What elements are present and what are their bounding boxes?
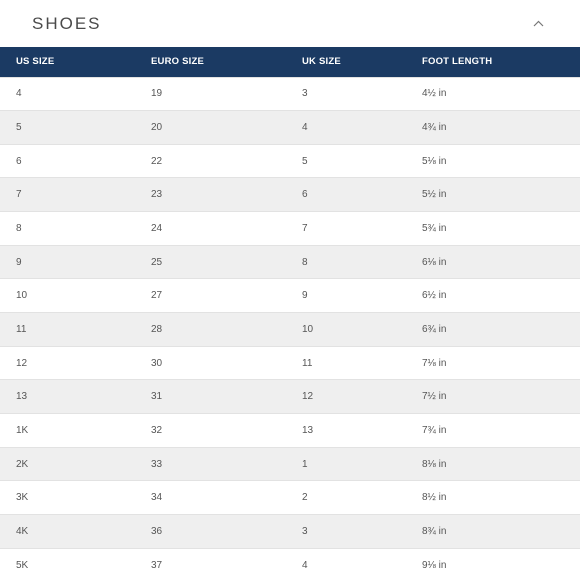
column-header-us-size: US SIZE: [16, 56, 55, 68]
euro-size-cell: 19: [151, 76, 302, 111]
us-size-cell: 6: [0, 143, 151, 178]
table-row: 8 24 7 5¾ in: [0, 211, 580, 246]
chevron-up-icon[interactable]: [531, 17, 545, 31]
uk-size-cell: 4: [302, 547, 422, 580]
uk-size-cell: 3: [302, 76, 422, 111]
table-row: 11 28 10 6¾ in: [0, 312, 580, 347]
euro-size-cell: 23: [151, 177, 302, 212]
table-row: 13 31 12 7½ in: [0, 379, 580, 414]
foot-length-cell: 5⅛ in: [422, 143, 580, 178]
foot-length-cell: 7¾ in: [422, 413, 580, 448]
euro-size-cell: 34: [151, 480, 302, 515]
table-row: 12 30 11 7⅛ in: [0, 345, 580, 380]
foot-length-cell: 8½ in: [422, 480, 580, 515]
us-size-cell: 5: [0, 110, 151, 145]
table-row: 4K 36 3 8¾ in: [0, 514, 580, 549]
foot-length-cell: 5¾ in: [422, 211, 580, 246]
euro-size-cell: 30: [151, 345, 302, 380]
foot-length-cell: 6¾ in: [422, 312, 580, 347]
section-title: SHOES: [32, 13, 102, 33]
uk-size-cell: 12: [302, 379, 422, 414]
us-size-cell: 4K: [0, 514, 151, 549]
foot-length-cell: 4¾ in: [422, 110, 580, 145]
table-header-row: US SIZE EURO SIZE UK SIZE FOOT LENGTH: [0, 47, 580, 77]
foot-length-cell: 9⅛ in: [422, 547, 580, 580]
table-body: 4 19 3 4½ in 5 20 4 4¾ in 6 22 5 5⅛ in 7 23 6 5½ in 8 24 7…: [0, 76, 580, 580]
uk-size-cell: 2: [302, 480, 422, 515]
euro-size-cell: 33: [151, 446, 302, 481]
table-row: 5K 37 4 9⅛ in: [0, 547, 580, 580]
us-size-cell: 11: [0, 312, 151, 347]
uk-size-cell: 10: [302, 312, 422, 347]
uk-size-cell: 13: [302, 413, 422, 448]
euro-size-cell: 20: [151, 110, 302, 145]
uk-size-cell: 8: [302, 244, 422, 279]
uk-size-cell: 9: [302, 278, 422, 313]
foot-length-cell: 7⅛ in: [422, 345, 580, 380]
table-row: 3K 34 2 8½ in: [0, 480, 580, 515]
foot-length-cell: 6⅛ in: [422, 244, 580, 279]
uk-size-cell: 1: [302, 446, 422, 481]
us-size-cell: 3K: [0, 480, 151, 515]
us-size-cell: 13: [0, 379, 151, 414]
table-row: 2K 33 1 8⅛ in: [0, 446, 580, 481]
us-size-cell: 10: [0, 278, 151, 313]
table-row: 9 25 8 6⅛ in: [0, 244, 580, 279]
us-size-cell: 4: [0, 76, 151, 111]
table-header: US SIZE EURO SIZE UK SIZE FOOT LENGTH: [0, 47, 580, 77]
euro-size-cell: 32: [151, 413, 302, 448]
euro-size-cell: 24: [151, 211, 302, 246]
us-size-cell: 1K: [0, 413, 151, 448]
foot-length-cell: 7½ in: [422, 379, 580, 414]
us-size-cell: 9: [0, 244, 151, 279]
table-row: 7 23 6 5½ in: [0, 177, 580, 212]
us-size-cell: 5K: [0, 547, 151, 580]
foot-length-cell: 8¾ in: [422, 514, 580, 549]
table-row: 10 27 9 6½ in: [0, 278, 580, 313]
uk-size-cell: 4: [302, 110, 422, 145]
column-header-foot-length: FOOT LENGTH: [422, 56, 493, 68]
table-row: 6 22 5 5⅛ in: [0, 143, 580, 178]
uk-size-cell: 3: [302, 514, 422, 549]
foot-length-cell: 5½ in: [422, 177, 580, 212]
uk-size-cell: 5: [302, 143, 422, 178]
uk-size-cell: 6: [302, 177, 422, 212]
euro-size-cell: 27: [151, 278, 302, 313]
euro-size-cell: 37: [151, 547, 302, 580]
us-size-cell: 2K: [0, 446, 151, 481]
foot-length-cell: 4½ in: [422, 76, 580, 111]
euro-size-cell: 28: [151, 312, 302, 347]
column-header-uk-size: UK SIZE: [302, 56, 341, 68]
us-size-cell: 8: [0, 211, 151, 246]
table-row: 1K 32 13 7¾ in: [0, 413, 580, 448]
foot-length-cell: 8⅛ in: [422, 446, 580, 481]
column-header-euro-size: EURO SIZE: [151, 56, 205, 68]
euro-size-cell: 22: [151, 143, 302, 178]
us-size-cell: 7: [0, 177, 151, 212]
foot-length-cell: 6½ in: [422, 278, 580, 313]
euro-size-cell: 25: [151, 244, 302, 279]
euro-size-cell: 31: [151, 379, 302, 414]
us-size-cell: 12: [0, 345, 151, 380]
uk-size-cell: 11: [302, 345, 422, 380]
table-row: 5 20 4 4¾ in: [0, 110, 580, 145]
shoes-section-header[interactable]: SHOES: [0, 0, 580, 47]
table-row: 4 19 3 4½ in: [0, 76, 580, 111]
uk-size-cell: 7: [302, 211, 422, 246]
euro-size-cell: 36: [151, 514, 302, 549]
